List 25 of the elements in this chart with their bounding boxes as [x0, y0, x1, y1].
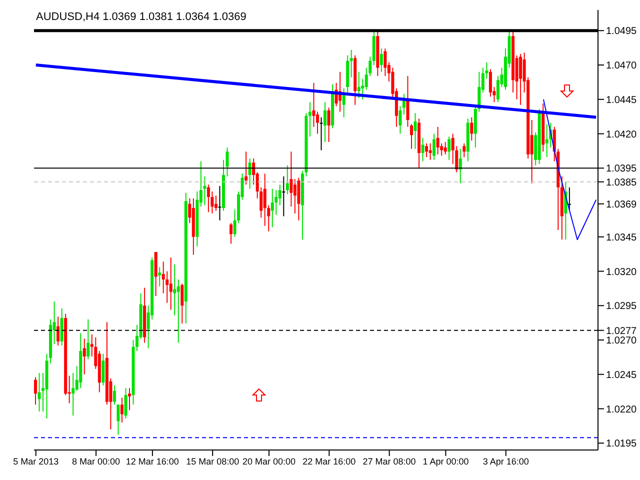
y-tick-label: 1.0495 — [606, 26, 638, 38]
y-tick-label: 1.0470 — [606, 60, 638, 72]
x-tick-label: 27 Mar 08:00 — [362, 456, 416, 466]
x-tick-label: 22 Mar 16:00 — [302, 456, 356, 466]
y-tick-label: 1.0220 — [606, 404, 638, 416]
x-tick-label: 5 Mar 2013 — [13, 456, 59, 466]
chart-title: AUDUSD,H4 1.0369 1.0381 1.0364 1.0369 — [36, 11, 246, 23]
y-tick-label: 1.0420 — [606, 129, 638, 140]
y-tick-label: 1.0195 — [606, 438, 638, 450]
y-tick-label: 1.0320 — [606, 266, 638, 278]
y-tick-label: 1.0277 — [606, 326, 638, 337]
x-tick-label: 8 Mar 00:00 — [72, 456, 120, 466]
y-tick-label: 1.0445 — [606, 94, 638, 106]
y-tick-label: 1.0295 — [606, 301, 638, 312]
x-tick-label: 3 Apr 16:00 — [482, 456, 529, 466]
x-tick-label: 12 Mar 16:00 — [126, 456, 179, 466]
y-tick-label: 1.0245 — [606, 370, 638, 381]
x-tick-label: 1 Apr 00:00 — [422, 456, 469, 466]
x-tick-label: 15 Mar 08:00 — [186, 456, 240, 466]
y-tick-label: 1.0395 — [606, 164, 638, 175]
y-tick-label: 1.0345 — [606, 232, 638, 244]
y-tick-label: 1.0270 — [606, 336, 638, 347]
y-tick-label: 1.0369 — [606, 199, 638, 210]
y-tick-label: 1.0385 — [606, 177, 638, 188]
x-tick-label: 20 Mar 00:00 — [242, 456, 296, 466]
